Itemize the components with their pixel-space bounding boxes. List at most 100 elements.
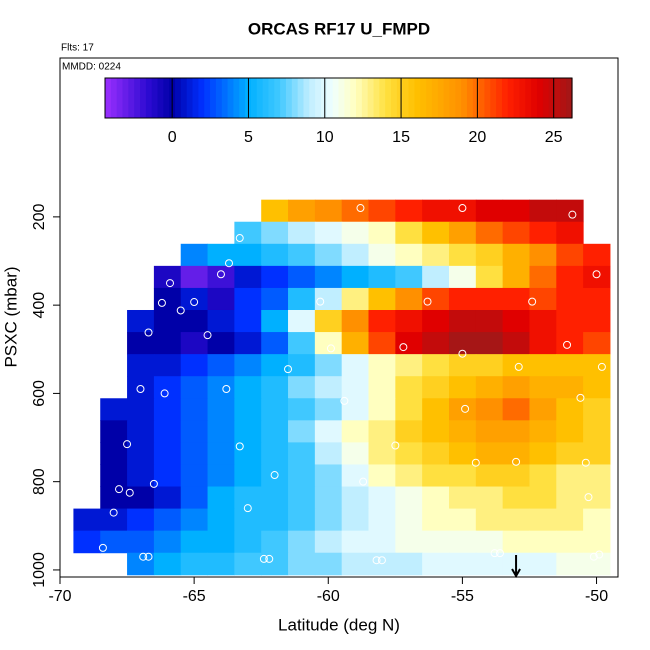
heat-cell [207, 464, 235, 488]
heat-cell [288, 464, 316, 488]
flight-point [461, 404, 470, 413]
heat-cell [180, 265, 209, 289]
heat-cell [314, 398, 343, 421]
heat-cell [314, 287, 343, 311]
heat-cell [529, 508, 557, 532]
heat-cell [261, 486, 289, 510]
flight-point [377, 556, 386, 565]
colorbar-segment [466, 78, 474, 118]
flight-point [581, 458, 590, 467]
heat-cell [448, 265, 477, 289]
heat-cell [288, 332, 316, 355]
heat-cell [448, 398, 477, 421]
heat-cell [556, 287, 584, 311]
colorbar-segment [151, 78, 159, 118]
colorbar-segment [356, 78, 363, 118]
flight-point [359, 477, 368, 486]
heat-cell [502, 265, 530, 289]
heat-cell [153, 508, 182, 532]
heat-cell [127, 552, 155, 576]
heat-cell [127, 309, 155, 333]
flight-point [109, 508, 118, 517]
heat-cell [314, 420, 343, 443]
heat-cell [153, 486, 182, 510]
heat-cell [422, 420, 450, 443]
heat-cell [395, 442, 423, 465]
heat-cell [502, 508, 530, 532]
heat-cell [180, 508, 209, 532]
heat-cell [368, 354, 396, 377]
heat-cell [73, 508, 101, 532]
heat-cell [448, 287, 477, 311]
heat-cell [583, 442, 611, 465]
heat-cell [180, 332, 209, 355]
flight-point [391, 441, 400, 450]
heat-cell [556, 420, 584, 443]
colorbar-tick-label: 10 [316, 129, 334, 146]
heat-cell [314, 442, 343, 465]
heat-cell [475, 354, 504, 377]
heat-cell [261, 354, 289, 377]
colorbar-segment [110, 78, 118, 118]
heat-cell [529, 420, 557, 443]
colorbar-segment [145, 78, 153, 118]
heat-cell [529, 243, 557, 267]
heat-cell [583, 332, 611, 355]
heat-cell [556, 199, 584, 223]
colorbar-segment [496, 78, 503, 118]
heat-cell [448, 442, 477, 465]
y-tick-label: 600 [31, 380, 48, 407]
heat-cell [261, 420, 289, 443]
heat-cell [180, 243, 209, 267]
colorbar-segment [431, 78, 439, 118]
flight-point [270, 471, 279, 480]
heat-cell [395, 398, 423, 421]
heat-cell [422, 309, 450, 333]
heat-cell [314, 354, 343, 377]
colorbar-tick-label: 25 [545, 129, 563, 146]
heat-cell [288, 508, 316, 532]
heat-cell [288, 398, 316, 421]
flight-point [123, 440, 132, 449]
heat-cell [556, 354, 584, 377]
heat-cell [100, 486, 128, 510]
heat-cell [180, 309, 209, 333]
heat-cell [556, 508, 584, 532]
heat-cell [583, 309, 611, 333]
flight-point [584, 493, 593, 502]
colorbar-segment [443, 78, 451, 118]
colorbar-segment [373, 78, 380, 118]
colorbar-segment [385, 78, 392, 118]
heat-cell [529, 376, 557, 399]
heat-cell [341, 486, 370, 510]
heat-cell [207, 486, 235, 510]
heat-cell [395, 530, 423, 554]
heat-cell [314, 486, 343, 510]
heat-cell [368, 221, 396, 245]
heat-cell [422, 265, 450, 289]
heat-cell [502, 486, 530, 510]
flight-point [139, 552, 148, 561]
heat-cell [448, 420, 477, 443]
heat-cell [368, 508, 396, 532]
flight-point [157, 298, 166, 307]
heat-cell [288, 221, 316, 245]
flight-point [372, 556, 381, 565]
heat-cell [583, 243, 611, 267]
heat-cell [207, 287, 235, 311]
heat-cell [153, 530, 182, 554]
heat-cell [127, 464, 155, 488]
colorbar-segment [250, 78, 258, 118]
heat-cell [395, 332, 423, 355]
heat-cell [153, 398, 182, 421]
heat-cell [556, 265, 584, 289]
flight-point [589, 552, 598, 561]
heat-cell [583, 420, 611, 443]
heat-cell [127, 332, 155, 355]
heat-cell [288, 442, 316, 465]
heat-cell [234, 221, 262, 245]
flight-point [235, 442, 244, 451]
flight-point [512, 457, 521, 466]
colorbar-segment [426, 78, 433, 118]
heat-cell [288, 265, 316, 289]
